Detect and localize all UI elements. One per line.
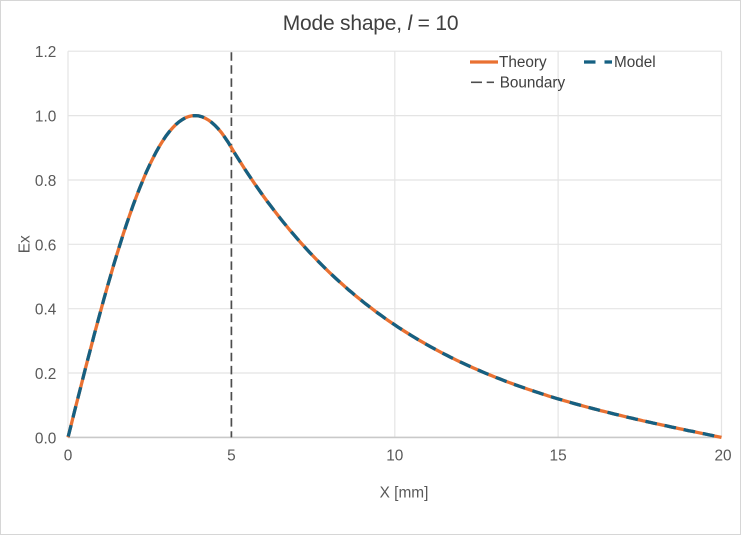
- svg-text:0.6: 0.6: [35, 237, 56, 254]
- svg-text:0.2: 0.2: [35, 366, 56, 383]
- svg-text:20: 20: [714, 447, 731, 464]
- svg-text:0: 0: [64, 447, 73, 464]
- svg-text:1.0: 1.0: [35, 109, 56, 126]
- svg-text:5: 5: [227, 447, 236, 464]
- svg-text:0.8: 0.8: [35, 173, 56, 190]
- svg-text:Model: Model: [614, 54, 656, 71]
- svg-text:Theory: Theory: [499, 54, 547, 71]
- svg-text:Mode shape, l = 10: Mode shape, l = 10: [283, 12, 459, 35]
- svg-text:0.4: 0.4: [35, 302, 57, 319]
- svg-text:Boundary: Boundary: [500, 75, 566, 92]
- svg-text:1.2: 1.2: [35, 44, 56, 61]
- svg-text:X [mm]: X [mm]: [380, 484, 429, 501]
- svg-text:Ex: Ex: [17, 235, 34, 253]
- svg-text:0.0: 0.0: [35, 430, 56, 447]
- svg-text:10: 10: [386, 447, 403, 464]
- svg-text:15: 15: [550, 447, 567, 464]
